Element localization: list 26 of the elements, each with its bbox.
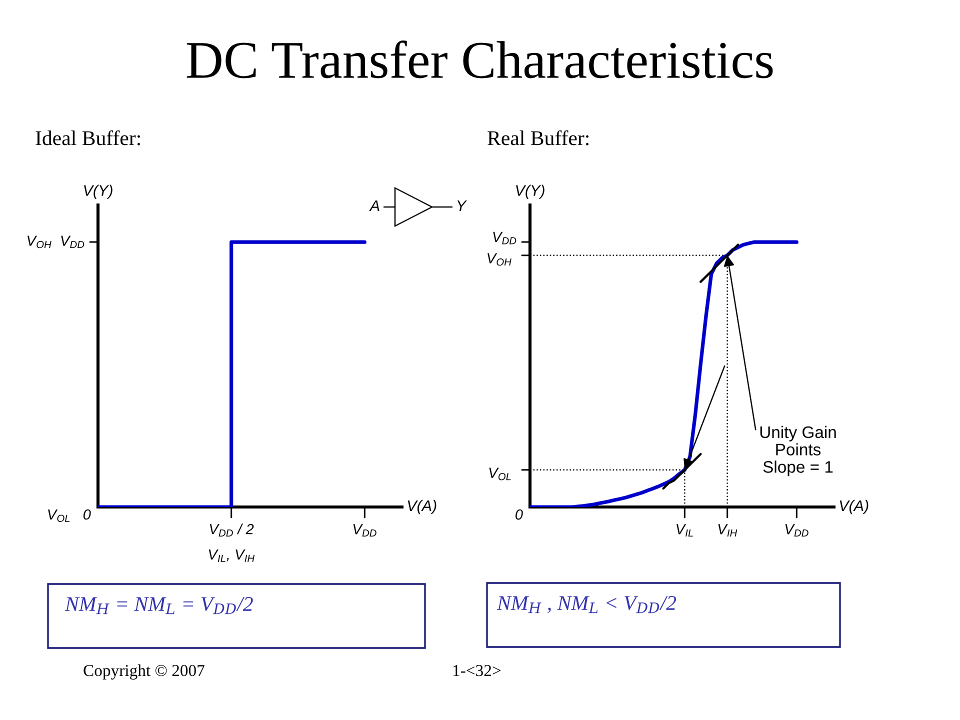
annotation: Unity Gain Points Slope = 1: [760, 426, 836, 476]
text: V$_{DD}$: [493, 232, 516, 244]
x-tick-label: V$_{IL}$: [676, 524, 693, 537]
x-axis-title: V(A): [840, 500, 868, 514]
text: 1-<32>: [453, 664, 501, 676]
text: NM$_{H}$ , NM$_{L}$ < V$_{DD}$/2: [496, 596, 676, 614]
text: Y: [457, 200, 468, 211]
y-axis-title: V(Y): [516, 184, 544, 199]
chart-title: DC Transfer Characteristics: [186, 40, 773, 78]
text: 0: [516, 509, 523, 520]
x-tick-label: V$_{DD}$: [353, 524, 376, 537]
chart-subtitle: Real Buffer:: [488, 130, 588, 146]
text: V$_{IL}$, V$_{IH}$: [208, 550, 255, 562]
text: A: [369, 200, 380, 211]
text: V$_{OL}$ 0: [48, 509, 91, 522]
y-axis-title: V(Y): [84, 184, 112, 199]
ref-line-label: V$_{OL}$: [489, 468, 511, 480]
text: NM$_{H}$ = NM$_{L}$ = V$_{DD}$/2: [64, 597, 253, 614]
x-tick-label: V$_{IH}$: [718, 524, 738, 537]
text: Copyright © 2007: [84, 664, 204, 680]
text: V$_{OH}$ V$_{DD}$: [27, 236, 84, 248]
x-axis-title: V(A): [408, 500, 436, 514]
x-tick-label: V$_{DD}$: [785, 524, 808, 537]
x-tick-label: V$_{DD}$ / 2: [210, 524, 254, 536]
ref-line-label: V$_{OH}$: [488, 253, 512, 266]
chart-subtitle: Ideal Buffer:: [36, 130, 140, 146]
